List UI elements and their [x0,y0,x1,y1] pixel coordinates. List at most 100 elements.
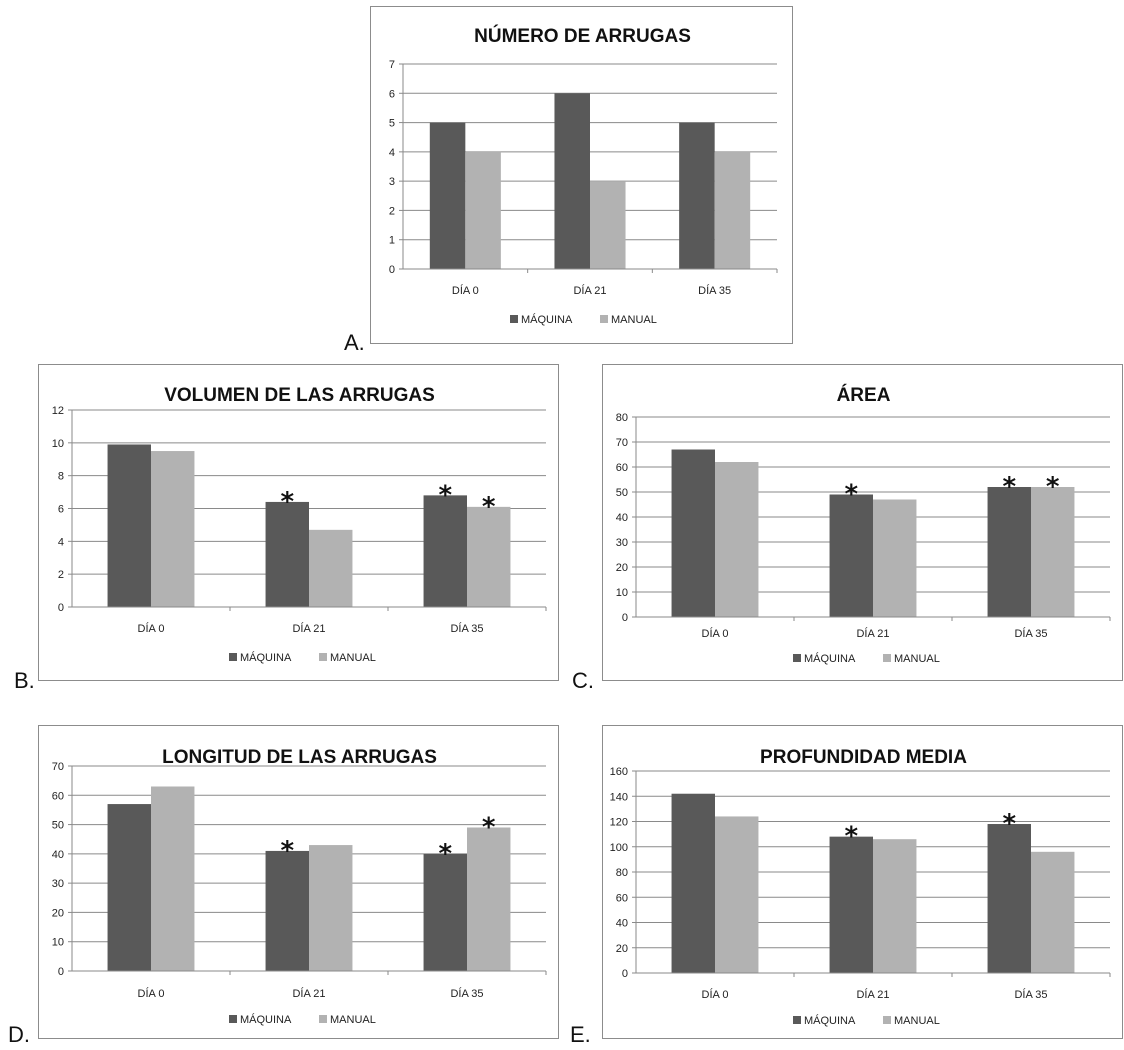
bar-manual-1 [309,529,353,607]
bar-mquina-1 [829,836,873,973]
legend-label: MANUAL [894,1015,940,1027]
y-tick-label: 2 [58,569,64,581]
legend-label: MÁQUINA [804,1014,856,1027]
bar-mquina-2 [987,824,1031,973]
y-tick-label: 60 [616,892,628,904]
legend-swatch [229,653,237,661]
y-tick-label: 80 [616,412,628,424]
bar-mquina-0 [671,793,715,973]
significance-asterisk: * [280,487,294,517]
chart-title: ÁREA [837,384,891,406]
bar-manual-1 [590,181,626,269]
significance-asterisk: * [482,492,496,522]
y-tick-label: 20 [616,943,628,955]
panel-letter-b: B. [14,668,35,693]
y-tick-label: 140 [610,791,628,803]
y-tick-label: 10 [616,587,628,599]
chart-panel-profundidad-media: PROFUNDIDAD MEDIA 0 20 40 60 80 100 120 140 160 DÍ… [602,725,1123,1039]
bar-mquina-1 [265,501,309,607]
x-tick-label: DÍA 0 [702,627,729,640]
significance-asterisk: * [1046,472,1060,502]
bar-manual-1 [873,839,917,973]
chart-title: VOLUMEN DE LAS ARRUGAS [164,385,435,406]
bar-mquina-2 [423,495,467,607]
legend-swatch [883,654,891,662]
y-tick-label: 4 [389,147,395,159]
bar-manual-0 [151,451,195,607]
chart-title: NÚMERO DE ARRUGAS [474,25,691,47]
x-tick-label: DÍA 35 [450,622,483,635]
y-tick-label: 3 [389,176,395,188]
y-tick-label: 1 [389,235,395,247]
x-tick-label: DÍA 35 [698,284,731,297]
x-tick-label: DÍA 21 [856,988,889,1001]
y-tick-label: 12 [52,405,64,417]
significance-asterisk: * [844,822,858,852]
y-tick-label: 30 [52,878,64,890]
chart-panel-volumen-de-las-arrugas: VOLUMEN DE LAS ARRUGAS 0 2 4 6 8 10 12 DÍA 0 DÍA … [38,364,559,681]
bar-manual-2 [1031,487,1075,617]
chart-panel-numero-de-arrugas: NÚMERO DE ARRUGAS 0 1 2 3 4 5 6 7 DÍA 0 DÍA 21 DÍA … [370,6,793,344]
x-tick-label: DÍA 21 [856,627,889,640]
panel-letter-e: E. [570,1022,591,1047]
panel-letter-c: C. [572,668,594,693]
y-tick-label: 50 [616,487,628,499]
chart-svg: ÁREA 0 10 20 30 40 50 60 70 80 DÍA 0 DÍA 21 DÍA 35 * *… [616,384,1111,665]
y-tick-label: 160 [610,766,628,778]
bar-mquina-2 [679,122,715,269]
y-tick-label: 4 [58,536,64,548]
panel-letter-d: D. [8,1022,30,1047]
bar-mquina-2 [423,853,467,971]
bar-manual-0 [151,786,195,971]
bar-mquina-0 [107,804,151,971]
chart-svg: NÚMERO DE ARRUGAS 0 1 2 3 4 5 6 7 DÍA 0 DÍA 21 DÍA … [389,25,778,326]
y-tick-label: 10 [52,937,64,949]
legend-swatch [793,654,801,662]
significance-asterisk: * [438,839,452,869]
y-tick-label: 70 [52,761,64,773]
y-tick-label: 100 [610,842,628,854]
bar-manual-0 [715,462,759,617]
y-tick-label: 0 [622,968,628,980]
chart-title: PROFUNDIDAD MEDIA [760,747,967,768]
chart-title: LONGITUD DE LAS ARRUGAS [162,747,437,768]
chart-svg: VOLUMEN DE LAS ARRUGAS 0 2 4 6 8 10 12 DÍA 0 DÍA … [52,385,547,664]
significance-asterisk: * [438,480,452,510]
x-tick-label: DÍA 0 [702,988,729,1001]
significance-asterisk: * [482,813,496,843]
y-tick-label: 0 [389,264,395,276]
panel-letter-a: A. [344,330,365,355]
y-tick-label: 50 [52,820,64,832]
bar-mquina-0 [107,444,151,607]
bar-manual-2 [714,151,751,269]
y-tick-label: 2 [389,205,395,217]
y-tick-label: 60 [52,790,64,802]
x-tick-label: DÍA 35 [1014,988,1047,1001]
bar-manual-2 [467,506,511,607]
legend-label: MANUAL [894,653,940,665]
x-tick-label: DÍA 21 [292,622,325,635]
legend-swatch [793,1016,801,1024]
x-tick-label: DÍA 21 [573,284,606,297]
bar-manual-0 [715,816,759,973]
y-tick-label: 60 [616,462,628,474]
x-tick-label: DÍA 0 [452,284,479,297]
bar-manual-0 [465,151,501,269]
y-tick-label: 7 [389,59,395,71]
y-tick-label: 8 [58,471,64,483]
x-tick-label: DÍA 35 [1014,627,1047,640]
bar-manual-1 [309,845,353,971]
legend-label: MÁQUINA [804,652,856,665]
x-tick-label: DÍA 21 [292,987,325,1000]
bar-mquina-1 [554,93,590,270]
bar-manual-2 [1031,851,1075,973]
legend-swatch [229,1015,237,1023]
y-tick-label: 20 [616,562,628,574]
significance-asterisk: * [280,836,294,866]
legend-label: MANUAL [330,652,376,664]
y-tick-label: 30 [616,537,628,549]
chart-svg: PROFUNDIDAD MEDIA 0 20 40 60 80 100 120 140 160 DÍ… [610,747,1111,1027]
y-tick-label: 0 [58,966,64,978]
legend-swatch [883,1016,891,1024]
x-tick-label: DÍA 0 [138,987,165,1000]
